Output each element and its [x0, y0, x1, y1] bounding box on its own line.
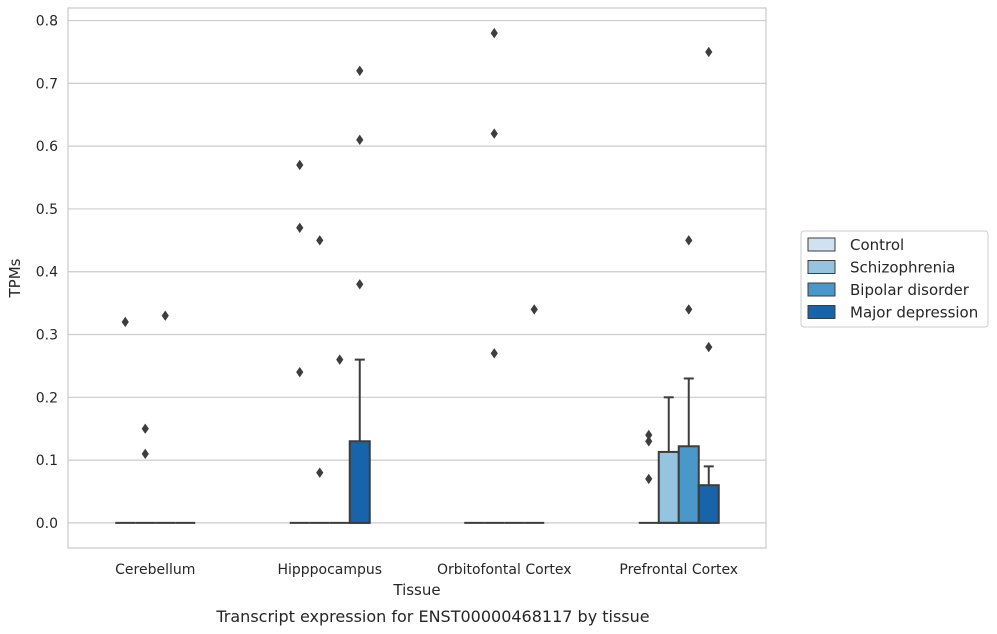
- outlier-point: [296, 222, 304, 233]
- box-bipolar-disorder: [677, 377, 700, 524]
- y-tick-label: 0.1: [36, 453, 58, 469]
- outlier-point: [296, 159, 304, 171]
- outlier-point: [645, 436, 653, 447]
- x-tick-label: Orbitofontal Cortex: [437, 562, 572, 578]
- legend-label: Control: [850, 236, 904, 254]
- box-body: [677, 445, 700, 524]
- outlier-point: [490, 348, 498, 359]
- y-tick-label: 0.4: [36, 265, 58, 281]
- outlier-point: [685, 304, 693, 315]
- y-tick-label: 0.8: [36, 14, 58, 30]
- y-tick-label: 0.0: [36, 516, 58, 532]
- outlier-point: [705, 341, 713, 353]
- outlier-point: [296, 366, 304, 378]
- x-tick-label: Hipppocampus: [277, 562, 382, 578]
- outlier-point: [705, 46, 713, 58]
- y-axis-label: TPMs: [6, 258, 24, 298]
- plot-frame: [67, 7, 767, 549]
- legend-swatch: [807, 260, 836, 274]
- outlier-point: [336, 354, 344, 365]
- outlier-point: [685, 235, 693, 246]
- outlier-point: [645, 429, 653, 441]
- outlier-points: [121, 27, 713, 485]
- box-major-depression: [697, 465, 720, 524]
- box-schizophrenia: [657, 396, 680, 524]
- legend-label: Schizophrenia: [850, 259, 955, 277]
- x-axis-label: Tissue: [392, 581, 440, 599]
- legend-label: Bipolar disorder: [850, 281, 970, 299]
- outlier-point: [316, 235, 324, 246]
- box-body: [657, 450, 680, 524]
- outlier-point: [490, 128, 498, 139]
- legend: Control Schizophrenia Bipolar disorder Majo…: [800, 230, 989, 328]
- outlier-point: [356, 279, 364, 290]
- y-tick-label: 0.5: [36, 202, 58, 218]
- y-tick-label: 0.6: [36, 139, 58, 155]
- legend-swatch: [807, 282, 836, 297]
- box-body: [697, 484, 720, 524]
- outlier-point: [356, 65, 364, 76]
- legend-frame: [800, 230, 989, 328]
- outlier-point: [645, 473, 653, 485]
- outlier-point: [316, 467, 324, 478]
- y-tick-label: 0.7: [36, 76, 58, 92]
- outlier-point: [356, 134, 364, 146]
- plot-boxes: [115, 358, 720, 524]
- legend-swatch: [807, 305, 836, 319]
- legend-label: Major depression: [850, 304, 978, 322]
- x-tick-label: Prefrontal Cortex: [619, 562, 738, 578]
- box-major-depression: [348, 358, 371, 524]
- x-tick-label: Cerebellum: [115, 562, 195, 578]
- legend-swatch: [807, 237, 836, 252]
- outlier-point: [490, 27, 498, 39]
- x-axis-ticks: Cerebellum Hipppocampus Orbitofontal Corte…: [115, 562, 738, 578]
- outlier-point: [121, 316, 129, 328]
- y-tick-label: 0.3: [36, 328, 58, 344]
- box-body: [348, 440, 371, 524]
- y-axis-ticks: 0.0 0.1 0.2 0.3 0.4 0.5 0.6 0.7 0.8: [36, 14, 58, 532]
- outlier-point: [161, 310, 169, 321]
- grid-lines: [68, 19, 766, 524]
- outlier-point: [530, 304, 538, 315]
- y-tick-label: 0.2: [36, 390, 58, 406]
- outlier-point: [141, 448, 149, 460]
- chart-caption: Transcript expression for ENST0000046811…: [215, 607, 649, 626]
- outlier-point: [141, 423, 149, 434]
